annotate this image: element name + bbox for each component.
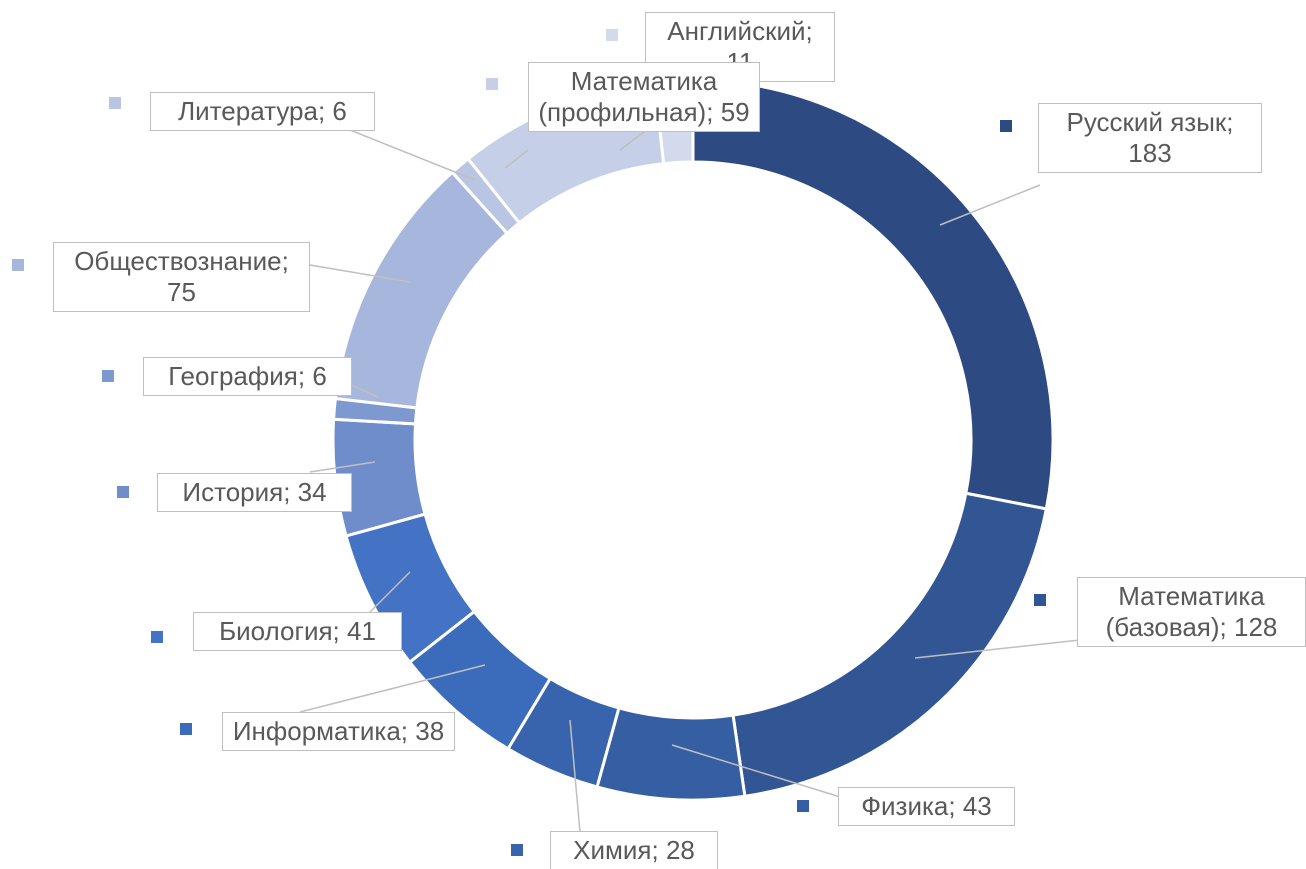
data-label: Информатика; 38 [222,712,455,751]
donut-segment [731,491,1049,798]
legend-key [180,723,192,735]
data-label: Химия; 28 [550,831,718,869]
legend-key [117,486,129,498]
donut-segment [595,706,747,802]
label-name: Физика [861,791,949,821]
label-separator: ; [1226,107,1234,137]
label-separator: ; [651,835,666,865]
label-value: 38 [415,716,445,746]
leader-line [344,127,476,181]
legend-key [102,370,114,382]
data-label: Биология; 41 [193,612,402,651]
donut-segment [691,78,1055,511]
legend-key [1000,120,1012,132]
leader-line [369,571,411,613]
label-value: 75 [167,277,196,307]
label-name: География [168,361,298,391]
legend-key [486,78,498,90]
label-value: 6 [332,96,347,126]
label-value: 183 [1128,138,1172,168]
legend-key [109,97,121,109]
label-separator: ; [283,477,298,507]
label-name: Математика (профильная) [538,66,718,127]
data-label: Математика (профильная); 59 [528,62,760,132]
label-value: 6 [312,361,327,391]
label-name: Биология [219,616,333,646]
legend-key [1034,594,1046,606]
leader-line [569,719,581,833]
label-separator: ; [297,361,313,391]
label-name: Химия [573,835,652,865]
label-name: Английский [667,16,806,46]
leader-line [671,744,851,801]
data-label: История; 34 [157,473,352,512]
data-label: Физика; 43 [838,787,1015,826]
label-name: Информатика [232,716,401,746]
label-separator: ; [281,246,289,276]
data-label: Русский язык; 183 [1038,103,1262,173]
legend-key [511,844,523,856]
leader-line [309,264,411,283]
legend-key [797,800,809,812]
leader-line [939,184,1041,226]
label-value: 59 [720,97,750,127]
label-separator: ; [317,96,333,126]
leader-line [914,639,1081,659]
legend-key [12,259,24,271]
data-label: Литература; 6 [150,92,375,131]
label-separator: ; [706,97,721,127]
label-name: Математика (базовая) [1105,581,1265,642]
label-separator: ; [805,16,813,46]
label-separator: ; [948,791,963,821]
label-separator: ; [400,716,416,746]
leader-line [299,664,486,713]
label-name: История [182,477,284,507]
data-label: География; 6 [143,357,352,396]
data-label: Математика (базовая); 128 [1077,577,1306,647]
label-value: 28 [665,835,695,865]
leader-line [351,384,379,398]
label-name: Обществознание [74,246,282,276]
label-separator: ; [1219,612,1234,642]
leader-line [504,149,529,169]
donut-segment [333,170,510,410]
label-name: Литература [178,96,318,126]
legend-key [151,631,163,643]
label-name: Русский язык [1066,107,1227,137]
label-value: 34 [297,477,327,507]
data-label: Обществознание; 75 [53,242,310,312]
label-value: 128 [1234,612,1278,642]
leader-line [309,461,376,473]
label-value: 43 [962,791,992,821]
label-value: 41 [347,616,376,646]
legend-key [606,29,618,41]
label-separator: ; [332,616,347,646]
